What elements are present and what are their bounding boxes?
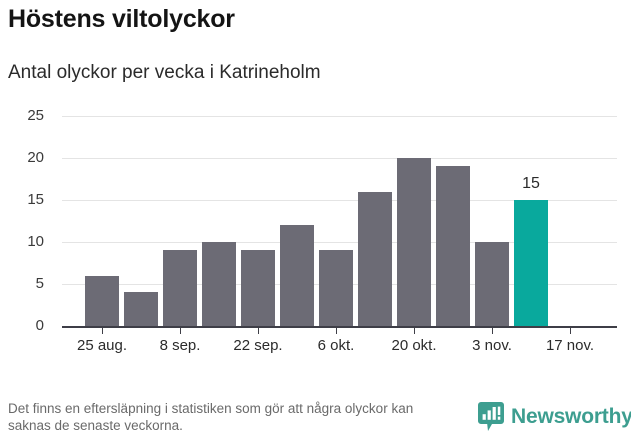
bar[interactable]: [358, 191, 392, 326]
bar-value-label: 15: [522, 175, 540, 192]
bar[interactable]: [397, 158, 431, 326]
x-tick-mark: [180, 328, 181, 334]
gridline-20: [62, 158, 617, 159]
bar[interactable]: [124, 292, 158, 326]
y-tick-10: 10: [27, 233, 44, 250]
bar[interactable]: [319, 250, 353, 326]
y-tick-15: 15: [27, 191, 44, 208]
x-tick-mark: [102, 328, 103, 334]
x-tick-label: 6 okt.: [317, 337, 355, 354]
x-tick-mark: [492, 328, 493, 334]
page-title: Höstens viltolyckor: [8, 5, 235, 33]
x-tick-label: 22 sep.: [233, 337, 283, 354]
gridline-15: [62, 200, 617, 201]
bar[interactable]: [436, 166, 470, 326]
bar[interactable]: [280, 225, 314, 326]
x-tick-label: 25 aug.: [76, 337, 128, 354]
footnote: Det finns en eftersläpning i statistiken…: [8, 401, 414, 433]
x-tick-label: 3 nov.: [472, 337, 512, 354]
bar-series: [85, 158, 548, 326]
x-tick-mark: [336, 328, 337, 334]
gridline-10: [62, 242, 617, 243]
newsworthy-logo: Newsworthy: [478, 402, 631, 432]
x-tick-mark: [414, 328, 415, 334]
bar[interactable]: [163, 250, 197, 326]
x-tick-label: 20 okt.: [391, 337, 437, 354]
y-tick-20: 20: [27, 149, 44, 166]
x-tick-label: 17 nov.: [545, 337, 595, 354]
gridline-25: [62, 116, 617, 117]
y-tick-25: 25: [27, 107, 44, 124]
x-tick-label: 8 sep.: [159, 337, 201, 354]
newsworthy-bar-chart-bubble-icon: [478, 402, 504, 432]
bar[interactable]: [241, 250, 275, 326]
bar[interactable]: [475, 242, 509, 326]
x-axis-line: [62, 326, 617, 328]
bar[interactable]: [202, 242, 236, 326]
page-subtitle: Antal olyckor per vecka i Katrineholm: [8, 62, 321, 83]
newsworthy-wordmark: Newsworthy: [511, 405, 631, 428]
y-tick-5: 5: [35, 275, 44, 292]
x-tick-mark: [570, 328, 571, 334]
bar-chart: 0 5 10 15 20 25 25 aug. 8 sep. 22 sep. 6 okt. 20 …: [27, 107, 617, 354]
x-tick-mark: [258, 328, 259, 334]
bar[interactable]: [514, 200, 548, 326]
y-tick-0: 0: [35, 317, 44, 334]
bar[interactable]: [85, 275, 119, 326]
